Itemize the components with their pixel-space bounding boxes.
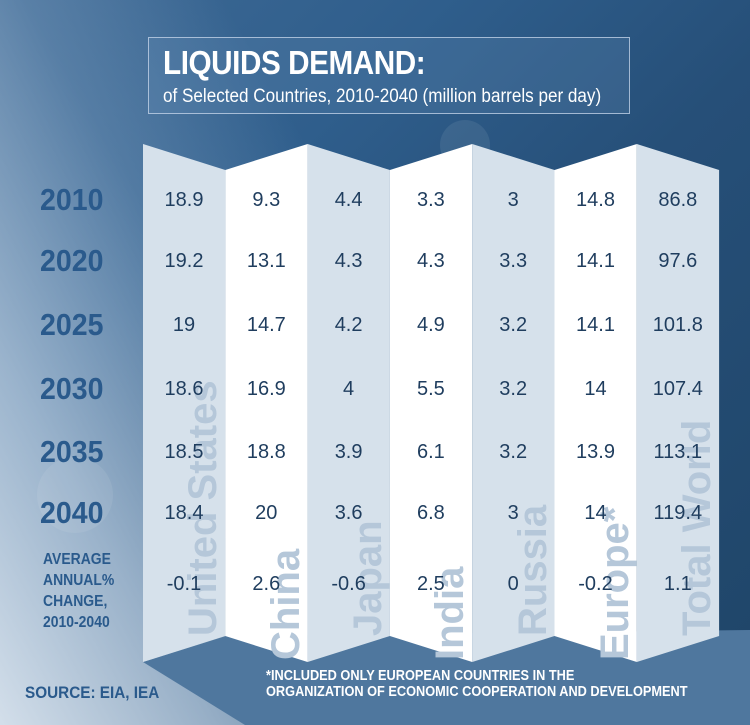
data-cell: 18.6 [164, 378, 204, 400]
data-cell: 4.3 [334, 250, 363, 272]
row-label-year: 2040 [40, 495, 104, 530]
data-cell: 5.5 [416, 378, 445, 400]
row-label-year: 2030 [40, 371, 104, 406]
column-panel [554, 144, 637, 662]
data-cell: 113.1 [653, 441, 703, 463]
column-panel [307, 144, 390, 662]
data-cell: 14 [584, 378, 607, 400]
data-cell: 18.5 [164, 441, 204, 463]
data-cell: 13.9 [576, 441, 615, 463]
data-cell: 3 [507, 502, 519, 524]
average-change-cell: 2.5 [416, 573, 445, 595]
column-panel [472, 144, 555, 662]
data-cell: 20 [255, 502, 278, 524]
subtitle: of Selected Countries, 2010-2040 (millio… [163, 86, 602, 107]
data-cell: 14.8 [576, 189, 615, 211]
data-cell: 6.8 [416, 502, 445, 524]
data-cell: 86.8 [658, 189, 698, 211]
row-label-year: 2035 [40, 434, 104, 469]
data-cell: 18.9 [164, 189, 204, 211]
row-label-year: 2020 [40, 243, 104, 278]
column-panel [143, 144, 226, 662]
data-cell: 3.6 [334, 502, 363, 524]
average-change-cell: -0.2 [578, 573, 613, 595]
column-header-country: China [263, 548, 308, 660]
data-cell: 3.2 [499, 314, 528, 336]
data-cell: 14.7 [246, 314, 286, 336]
source-note: SOURCE: EIA, IEA [25, 683, 160, 702]
footnote: *INCLUDED ONLY EUROPEAN COUNTRIES IN THE… [266, 668, 688, 700]
data-cell: 13.1 [246, 250, 286, 272]
title-box: LIQUIDS DEMAND: of Selected Countries, 2… [148, 37, 630, 114]
data-cell: 6.1 [416, 441, 445, 463]
data-cell: 14.1 [576, 314, 615, 336]
average-change-cell: 0 [507, 573, 519, 595]
data-cell: 18.8 [246, 441, 286, 463]
data-cell: 3.9 [334, 441, 363, 463]
data-cell: 4.2 [334, 314, 363, 336]
data-cell: 19.2 [164, 250, 204, 272]
average-change-cell: 2.6 [252, 573, 281, 595]
data-cell: 3 [507, 189, 519, 211]
row-label-year: 2025 [40, 307, 104, 342]
data-cell: 14 [584, 502, 607, 524]
avg-label-line: AVERAGE [43, 551, 111, 568]
footnote-line: *INCLUDED ONLY EUROPEAN COUNTRIES IN THE [266, 668, 575, 684]
data-cell: 14.1 [576, 250, 615, 272]
data-cell: 119.4 [653, 502, 703, 524]
column-panel [636, 144, 720, 662]
data-cell: 4 [343, 378, 355, 400]
data-cell: 101.8 [652, 314, 703, 336]
row-label-year: 2010 [40, 182, 104, 217]
data-cell: 3.3 [416, 189, 445, 211]
column-panel [389, 144, 473, 662]
column-panel [225, 144, 308, 662]
data-cell: 4.9 [416, 314, 445, 336]
column-header-country: Russia [510, 504, 555, 636]
average-change-cell: -0.1 [166, 573, 202, 595]
footnote-line: ORGANIZATION OF ECONOMIC COOPERATION AND… [266, 684, 688, 700]
title: LIQUIDS DEMAND: [163, 44, 426, 81]
data-cell: 9.3 [252, 189, 281, 211]
avg-label-line: CHANGE, [43, 593, 108, 610]
data-cell: 3.2 [499, 378, 528, 400]
data-cell: 4.3 [416, 250, 445, 272]
average-change-label: AVERAGE ANNUAL% CHANGE, 2010-2040 [43, 549, 114, 633]
average-change-cell: -0.6 [331, 573, 366, 595]
data-cell: 97.6 [658, 250, 698, 272]
avg-label-line: 2010-2040 [43, 614, 110, 631]
avg-label-line: ANNUAL% [43, 572, 115, 589]
data-cell: 19 [172, 314, 196, 336]
data-cell: 3.3 [499, 250, 528, 272]
average-change-cell: 1.1 [663, 573, 692, 595]
data-cell: 107.4 [652, 378, 703, 400]
data-cell: 18.4 [164, 502, 204, 524]
data-cell: 16.9 [246, 378, 286, 400]
data-cell: 4.4 [334, 189, 363, 211]
data-cell: 3.2 [499, 441, 528, 463]
